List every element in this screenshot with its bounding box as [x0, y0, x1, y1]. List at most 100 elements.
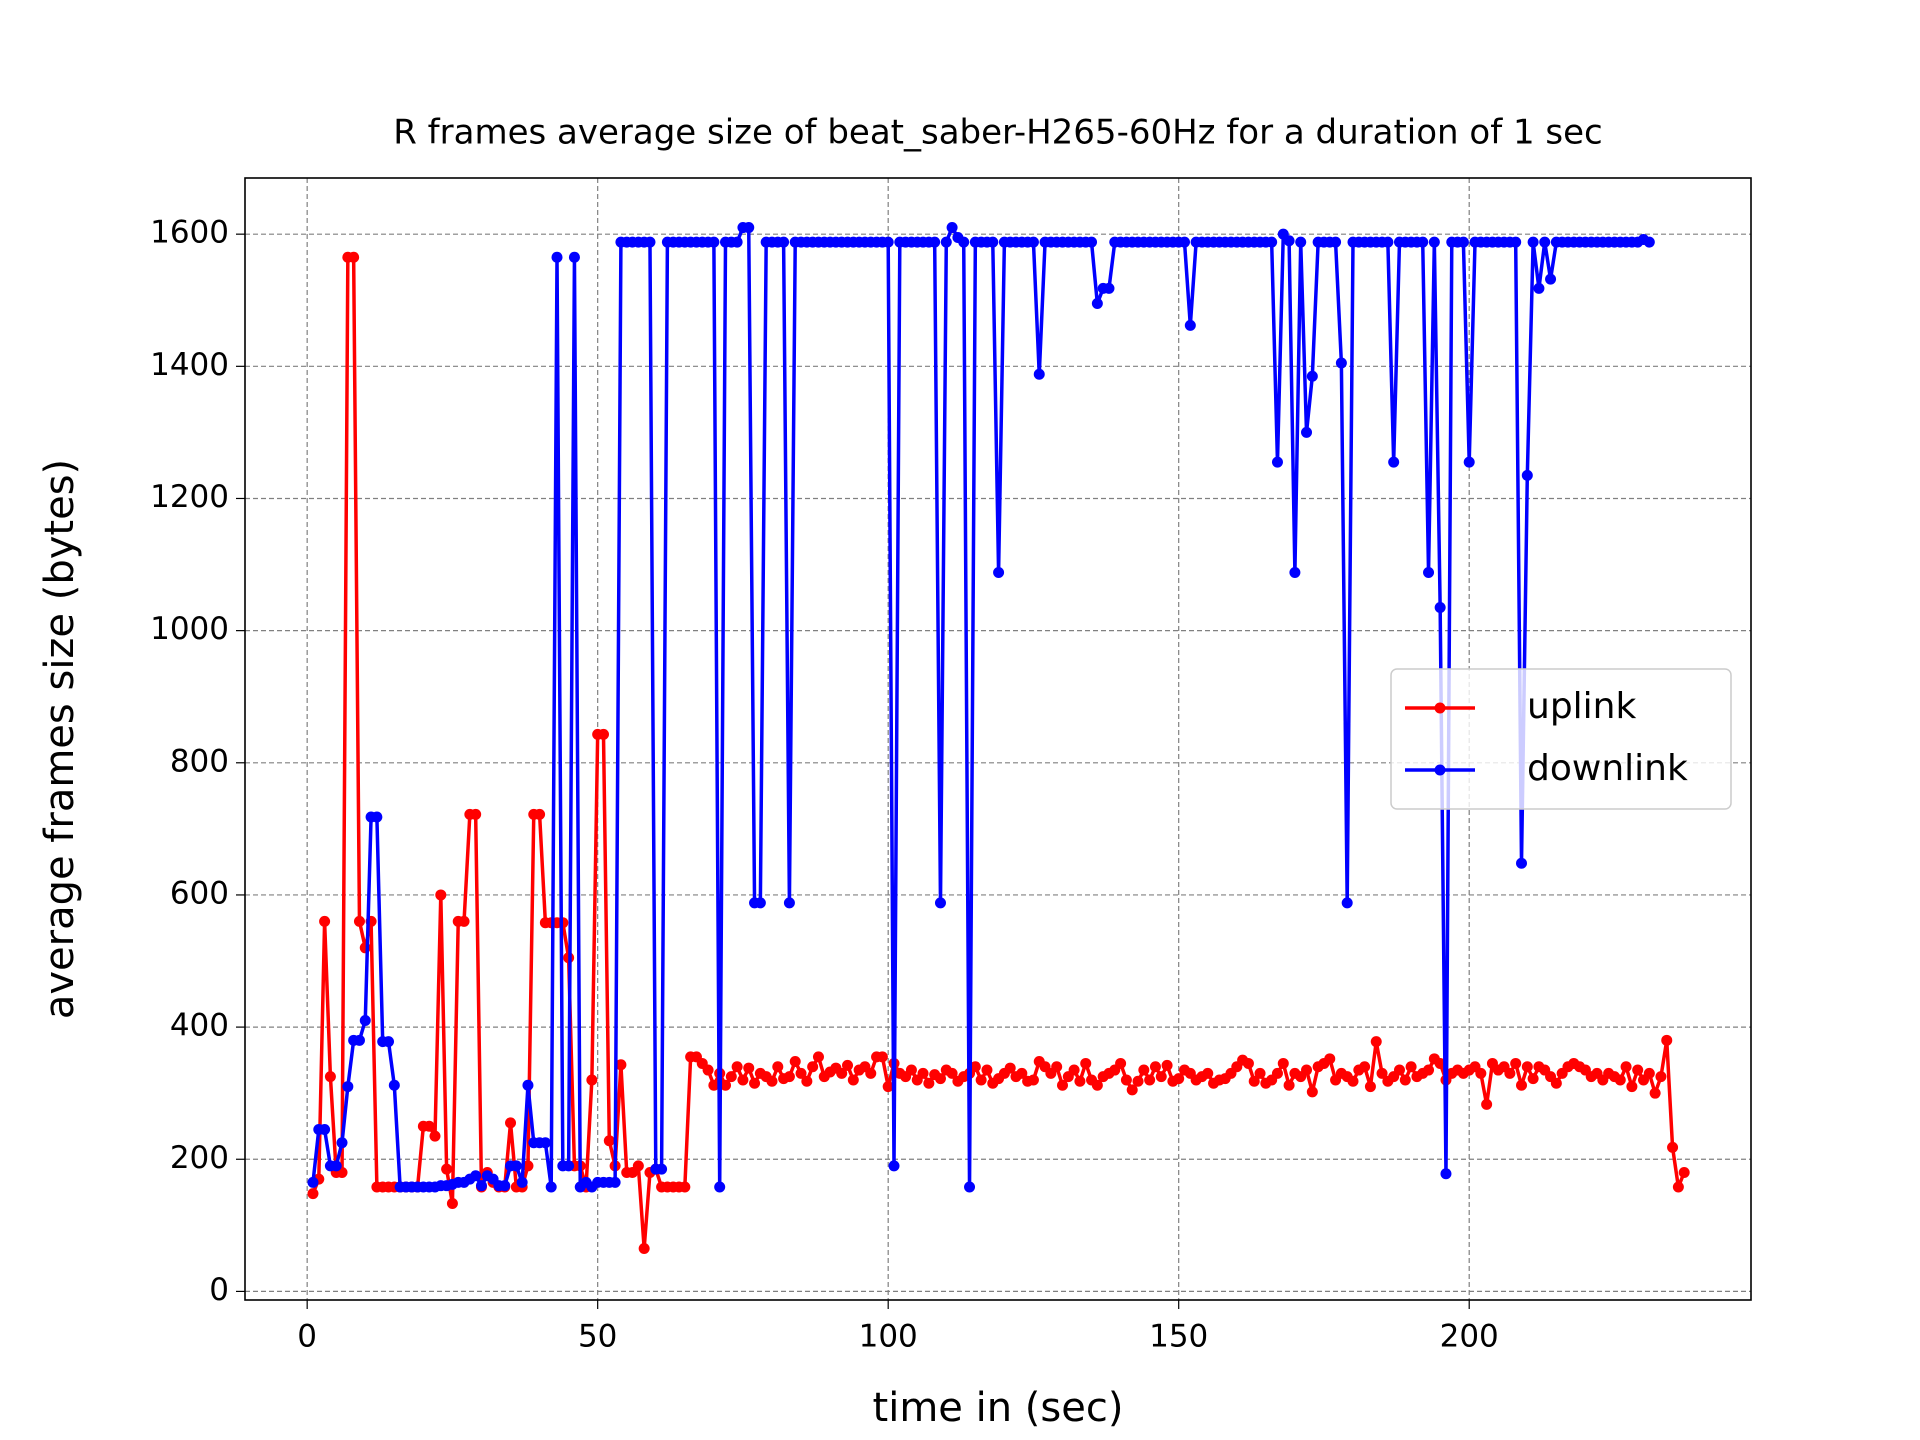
data-point — [725, 1071, 737, 1083]
data-point — [1120, 1074, 1132, 1086]
x-tick-label: 150 — [1149, 1319, 1208, 1355]
data-point — [499, 1180, 511, 1192]
data-point — [1632, 1064, 1644, 1076]
data-point — [342, 1081, 354, 1093]
data-point — [1173, 1073, 1185, 1085]
y-tick-label: 1000 — [150, 611, 229, 647]
data-point — [1515, 1079, 1527, 1091]
data-point — [371, 811, 383, 823]
y-tick-label: 0 — [209, 1272, 229, 1308]
data-point — [1504, 1067, 1516, 1079]
data-point — [522, 1160, 534, 1172]
data-point — [1510, 236, 1522, 248]
data-point — [1678, 1166, 1690, 1178]
data-point — [1027, 236, 1039, 248]
data-point — [958, 236, 970, 248]
data-point — [708, 1079, 720, 1091]
data-point — [1475, 1067, 1487, 1079]
data-point — [656, 1163, 668, 1175]
data-point — [1347, 1075, 1359, 1087]
data-point — [1643, 1067, 1655, 1079]
legend-marker — [1434, 764, 1446, 776]
plot-frame — [244, 177, 1752, 1301]
data-point — [1155, 1071, 1167, 1083]
data-point — [946, 222, 958, 234]
data-point — [353, 1034, 365, 1046]
data-point — [1056, 1079, 1068, 1091]
data-point — [1202, 1067, 1214, 1079]
data-point — [1295, 236, 1307, 248]
data-point — [749, 1077, 761, 1089]
data-point — [795, 1067, 807, 1079]
data-point — [1074, 1075, 1086, 1087]
data-point — [551, 251, 563, 263]
data-point — [1364, 1081, 1376, 1093]
y-tick-label: 1200 — [150, 479, 229, 515]
data-point — [1301, 426, 1313, 438]
y-tick-label: 600 — [170, 875, 229, 911]
data-point — [934, 897, 946, 909]
data-point — [1248, 1075, 1260, 1087]
data-point — [1266, 236, 1278, 248]
data-point — [766, 1075, 778, 1087]
data-point — [772, 1061, 784, 1073]
data-point — [882, 236, 894, 248]
data-point — [1643, 236, 1655, 248]
data-point — [1254, 1067, 1266, 1079]
data-point — [1086, 236, 1098, 248]
data-point — [307, 1176, 319, 1188]
data-point — [330, 1160, 342, 1172]
x-tick-label: 100 — [859, 1319, 918, 1355]
data-point — [383, 1036, 395, 1048]
legend-box — [1390, 668, 1732, 810]
data-point — [1149, 1061, 1161, 1073]
data-point — [1620, 1061, 1632, 1073]
data-point — [446, 1198, 458, 1210]
x-axis-label: time in (sec) — [873, 1385, 1124, 1431]
data-point — [539, 1137, 551, 1149]
data-point — [1271, 456, 1283, 468]
data-point — [1306, 370, 1318, 382]
data-point — [1004, 1062, 1016, 1074]
data-point — [754, 897, 766, 909]
data-point — [1132, 1075, 1144, 1087]
data-point — [1382, 236, 1394, 248]
data-point — [743, 222, 755, 234]
data-point — [1051, 1061, 1063, 1073]
data-point — [441, 1163, 453, 1175]
data-point — [964, 1181, 976, 1193]
data-point — [1463, 456, 1475, 468]
data-point — [423, 1120, 435, 1132]
data-point — [836, 1067, 848, 1079]
legend: uplink downlink — [1390, 668, 1732, 810]
y-tick-label: 400 — [170, 1008, 229, 1044]
data-point — [319, 915, 331, 927]
data-point — [923, 1077, 935, 1089]
data-point — [1376, 1067, 1388, 1079]
data-point — [1672, 1181, 1684, 1193]
data-point — [1393, 1064, 1405, 1076]
data-point — [778, 236, 790, 248]
data-point — [638, 1242, 650, 1254]
y-axis-label: average frames size (bytes) — [37, 459, 83, 1019]
data-point — [632, 1160, 644, 1172]
data-point — [743, 1062, 755, 1074]
data-point — [1370, 1036, 1382, 1048]
data-point — [1388, 456, 1400, 468]
data-point — [1138, 1064, 1150, 1076]
data-point — [1341, 897, 1353, 909]
data-point — [1550, 1077, 1562, 1089]
data-point — [1649, 1087, 1661, 1099]
data-point — [1184, 319, 1196, 331]
data-point — [1277, 1057, 1289, 1069]
data-point — [731, 236, 743, 248]
data-point — [470, 808, 482, 820]
data-point — [563, 1160, 575, 1172]
data-point — [516, 1176, 528, 1188]
data-point — [1335, 357, 1347, 369]
data-point — [1428, 236, 1440, 248]
data-point — [679, 1181, 691, 1193]
data-point — [993, 566, 1005, 578]
data-point — [1283, 1079, 1295, 1091]
data-point — [882, 1081, 894, 1093]
